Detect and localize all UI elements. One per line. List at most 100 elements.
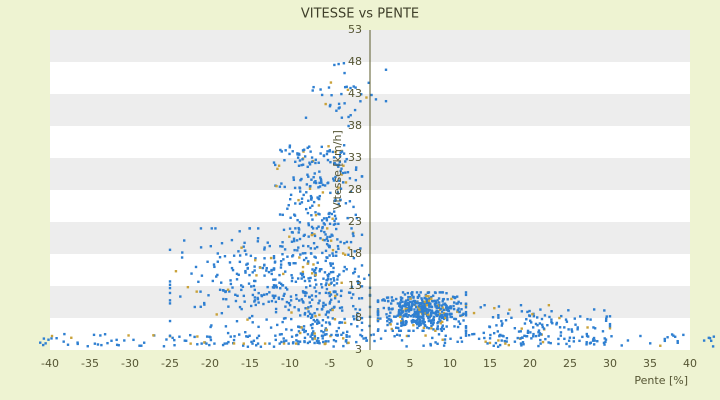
data-point (302, 275, 306, 279)
data-point (384, 329, 387, 332)
data-point (430, 297, 433, 300)
data-point (464, 291, 468, 294)
data-point (317, 212, 320, 215)
data-point (417, 312, 420, 315)
data-point (76, 341, 79, 344)
data-point (328, 149, 332, 152)
data-point (328, 222, 332, 226)
data-point (407, 295, 410, 299)
data-point (405, 307, 408, 311)
data-point (340, 173, 343, 176)
data-point (308, 340, 311, 343)
data-point (422, 321, 425, 324)
data-point (203, 341, 206, 344)
data-point (603, 309, 606, 312)
data-point (416, 300, 419, 303)
data-point (497, 305, 501, 308)
data-point (310, 232, 314, 235)
data-point (497, 339, 500, 342)
data-point (324, 283, 328, 287)
data-point (178, 335, 181, 338)
data-point (181, 251, 184, 254)
data-point (342, 344, 345, 348)
data-point (547, 304, 551, 307)
data-point (252, 339, 256, 342)
data-point (443, 302, 447, 305)
data-point (193, 335, 196, 339)
data-point (421, 304, 424, 307)
data-point (324, 303, 327, 307)
data-point (302, 291, 305, 294)
data-point (434, 329, 437, 332)
data-point (238, 260, 242, 264)
data-point (320, 308, 324, 311)
data-point (316, 341, 319, 344)
data-point (417, 324, 421, 328)
data-point (347, 341, 350, 345)
data-point (443, 313, 446, 317)
data-point (676, 339, 679, 343)
data-point (436, 327, 439, 331)
data-point (412, 324, 415, 327)
data-point (127, 334, 130, 337)
data-point (446, 298, 449, 301)
data-point (334, 222, 337, 226)
data-point (355, 340, 358, 344)
data-point (220, 311, 224, 315)
data-point (420, 298, 424, 302)
data-point (289, 193, 293, 197)
data-point (199, 227, 203, 230)
data-point (402, 321, 405, 324)
data-point (244, 269, 247, 273)
data-point (457, 320, 460, 323)
data-point (406, 298, 410, 301)
data-point (316, 322, 319, 325)
data-point (282, 342, 286, 345)
data-point (336, 333, 339, 337)
data-point (419, 323, 422, 327)
data-point (162, 345, 166, 348)
data-point (294, 227, 297, 230)
data-point (403, 293, 407, 296)
data-point (347, 253, 350, 256)
data-point (428, 297, 431, 300)
data-point (333, 318, 337, 321)
data-point (320, 268, 323, 271)
data-point (408, 329, 411, 332)
data-point (429, 314, 433, 317)
data-point (311, 332, 314, 335)
data-point (142, 341, 146, 344)
data-point (279, 263, 283, 266)
data-point (307, 223, 310, 227)
data-point (320, 145, 323, 149)
data-point (456, 302, 459, 305)
data-point (608, 327, 612, 330)
data-point (299, 190, 302, 193)
data-point (420, 302, 423, 305)
data-point (313, 341, 316, 345)
data-point (373, 339, 376, 343)
data-point (302, 150, 305, 153)
data-point (387, 308, 391, 311)
y-tick-label: 48 (348, 55, 362, 68)
data-point (337, 107, 340, 110)
data-point (498, 334, 501, 338)
data-point (429, 342, 432, 346)
data-point (329, 191, 332, 195)
data-point (295, 239, 299, 242)
data-point (526, 310, 529, 314)
data-point (586, 317, 589, 321)
data-point (287, 342, 290, 345)
data-point (449, 337, 452, 340)
data-point (525, 335, 529, 338)
data-point (406, 301, 409, 305)
data-point (423, 300, 426, 303)
data-point (442, 316, 445, 319)
data-point (464, 334, 468, 337)
data-point (314, 180, 317, 183)
data-point (573, 317, 576, 320)
data-point (208, 343, 211, 347)
data-point (393, 335, 396, 338)
data-point (308, 145, 311, 148)
data-point (309, 335, 312, 338)
